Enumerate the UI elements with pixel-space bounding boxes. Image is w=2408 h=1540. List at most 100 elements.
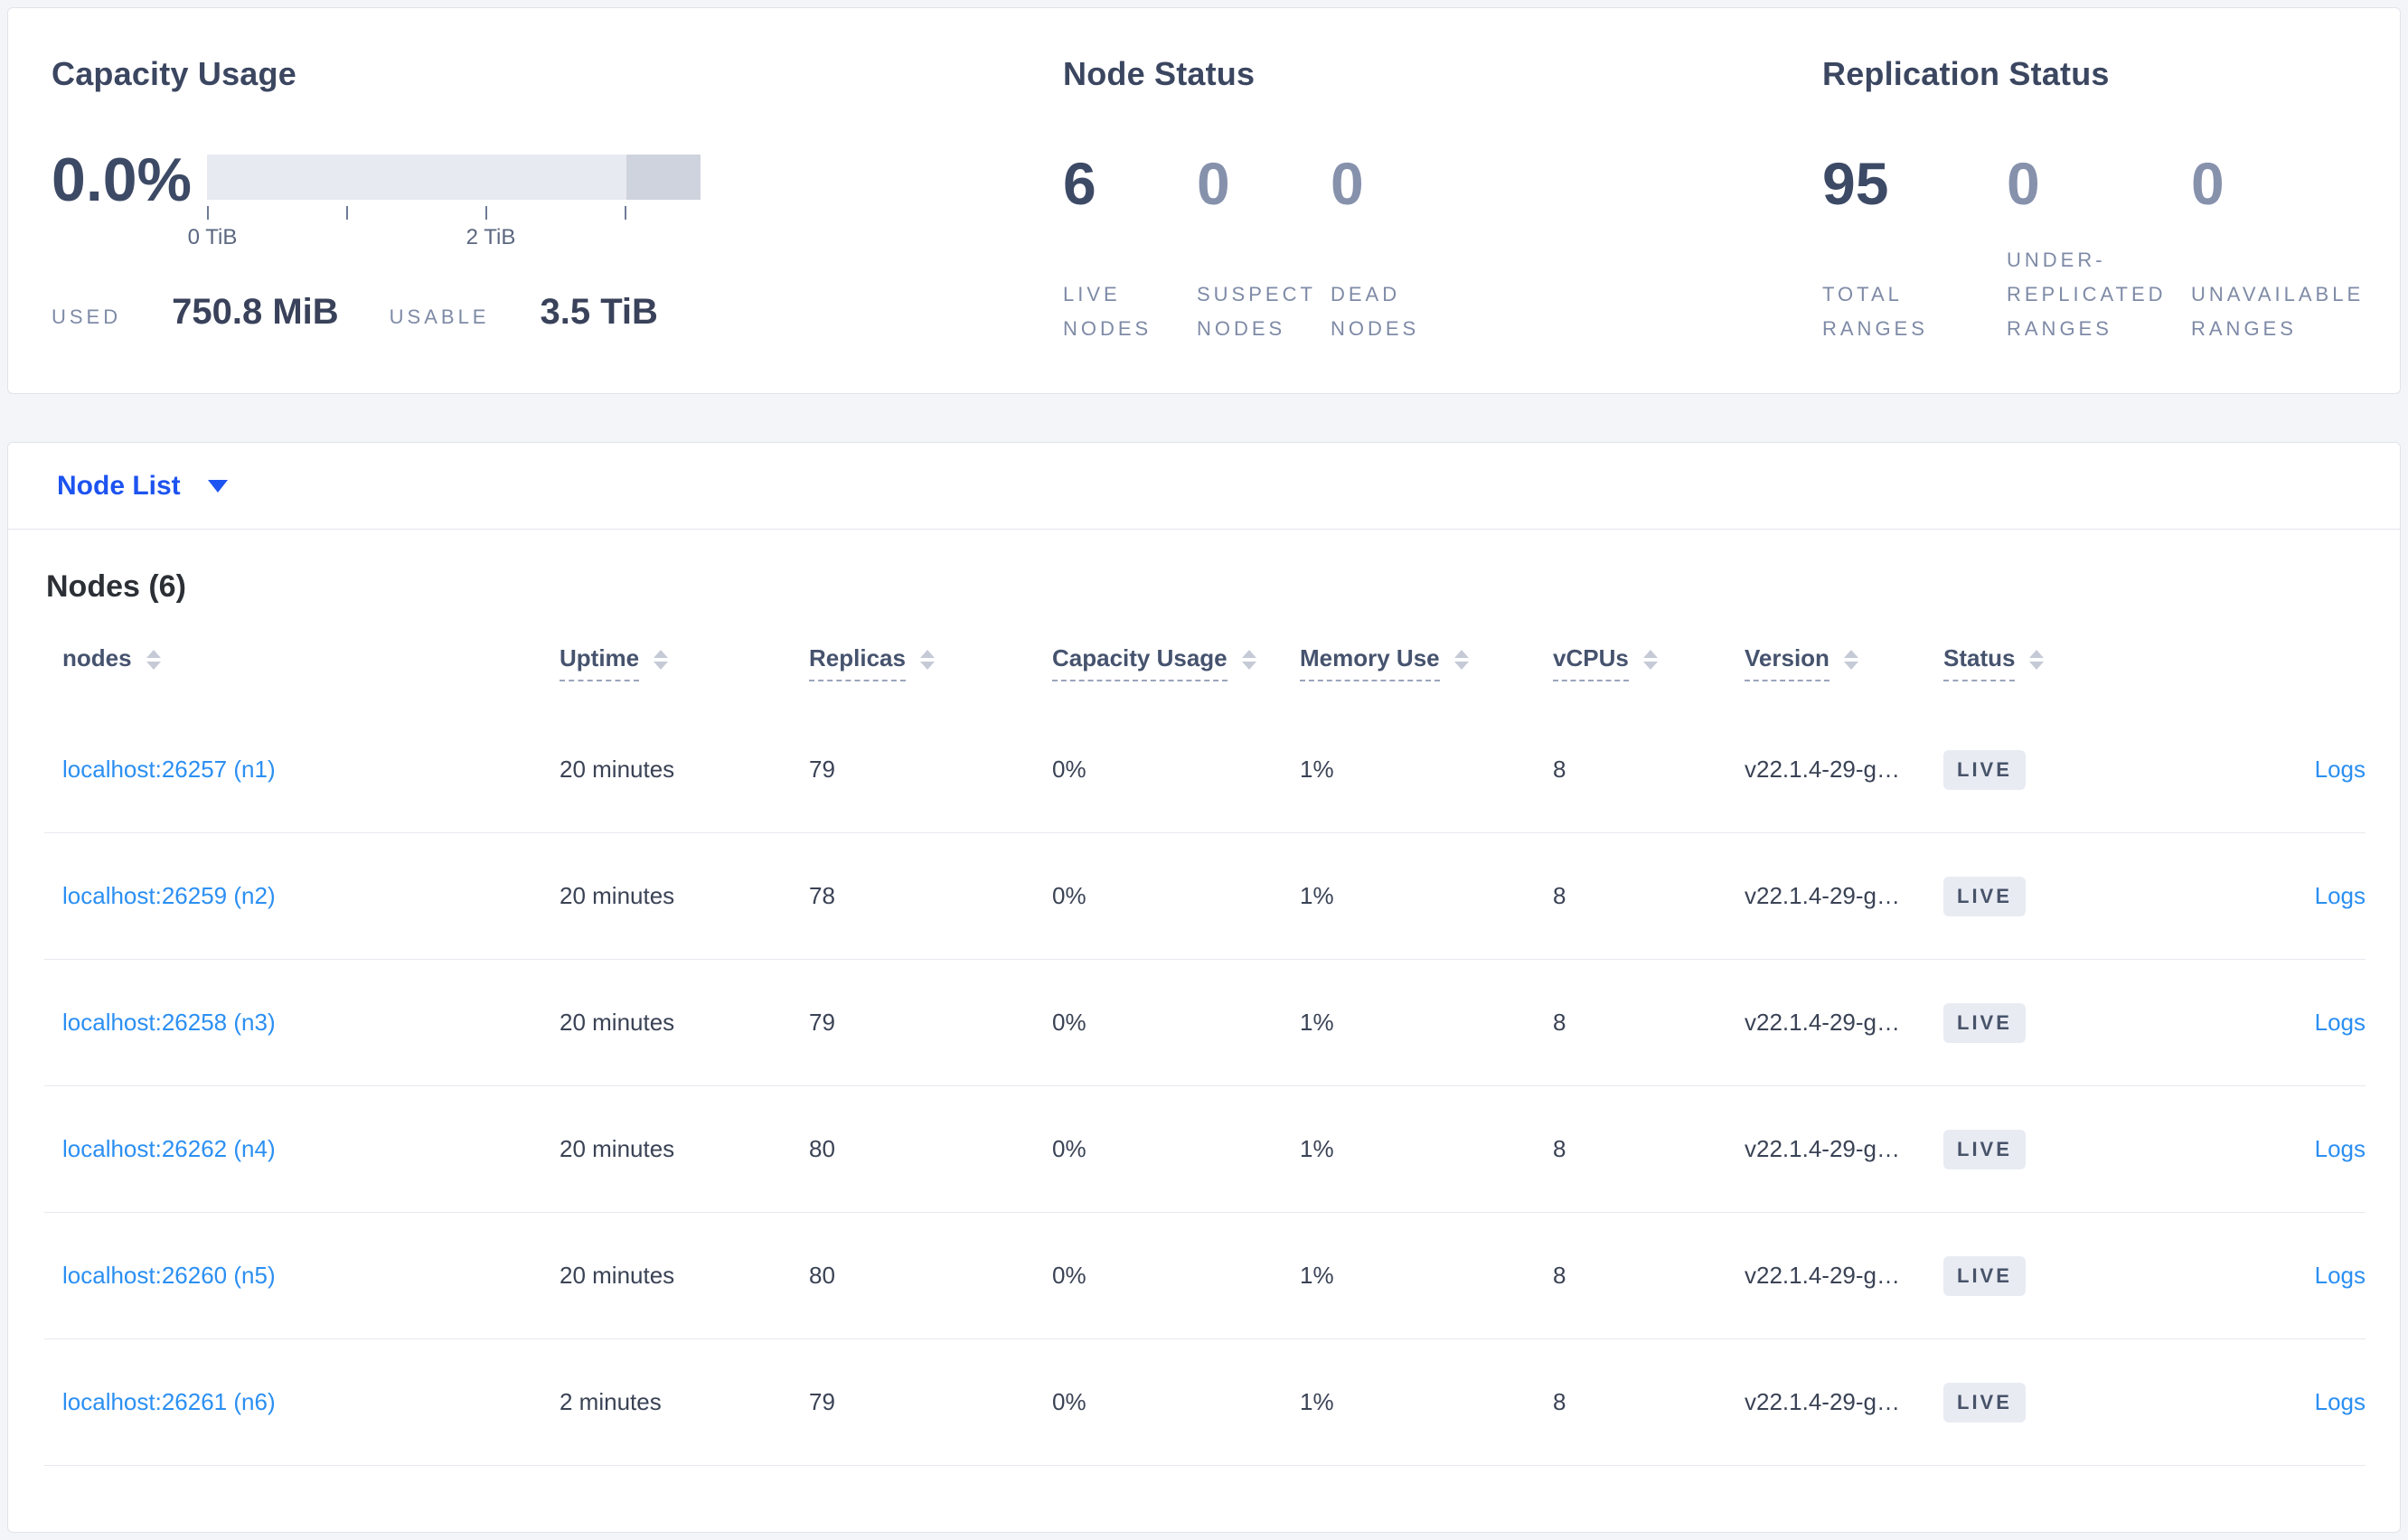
chevron-down-icon[interactable] <box>207 479 228 493</box>
node-status-section: Node Status 6 LIVE NODES 0 SUSPECT NODES… <box>1011 8 1771 393</box>
axis-tick <box>485 206 487 220</box>
capacity-stats: USED 750.8 MiB USABLE 3.5 TiB <box>52 292 1011 333</box>
cluster-summary-card: Capacity Usage 0.0% 0 TiB 2 TiB USED 750.… <box>7 7 2401 394</box>
total-ranges-label: TOTAL RANGES <box>1822 283 1928 340</box>
column-header-nodes[interactable]: nodes <box>44 644 560 680</box>
capacity-usage-cell: 0% <box>1052 1262 1086 1289</box>
live-nodes-label: LIVE NODES <box>1063 283 1152 340</box>
sort-down-icon <box>2029 662 2045 670</box>
version-cell: v22.1.4-29-g… <box>1745 1009 1900 1036</box>
sort-arrows-icon <box>1453 650 1469 670</box>
total-ranges-stat: 95 TOTAL RANGES <box>1822 151 2007 346</box>
column-header-uptime[interactable]: Uptime <box>560 644 809 681</box>
uptime-cell: 20 minutes <box>560 1009 675 1036</box>
node-cell: localhost:26258 (n3) <box>44 1009 560 1037</box>
node-link[interactable]: localhost:26259 (n2) <box>62 882 276 909</box>
column-header-label: nodes <box>62 644 132 671</box>
unavailable-ranges-value: 0 <box>2191 150 2225 217</box>
sort-down-icon <box>1642 662 1658 670</box>
logs-link[interactable]: Logs <box>2314 1135 2366 1162</box>
axis-tick-label: 2 TiB <box>466 225 516 249</box>
table-row: localhost:26261 (n6) 2 minutes 79 0% 1% 8 v22.… <box>44 1339 2366 1466</box>
logs-cell: Logs <box>2188 1388 2366 1416</box>
status-badge: LIVE <box>1943 1382 2026 1423</box>
vcpus-cell: 8 <box>1553 1388 1566 1415</box>
suspect-nodes-value: 0 <box>1197 150 1230 217</box>
node-list-card: Node List Nodes (6) nodes Uptime Replicas C… <box>7 442 2401 1533</box>
status-cell: LIVE <box>1943 1129 2188 1169</box>
replicas-cell: 80 <box>809 1262 835 1289</box>
logs-link[interactable]: Logs <box>2314 882 2366 909</box>
sort-up-icon <box>1843 650 1858 658</box>
logs-link[interactable]: Logs <box>2314 1388 2366 1415</box>
version-cell: v22.1.4-29-g… <box>1745 1262 1900 1289</box>
status-cell: LIVE <box>1943 876 2188 916</box>
logs-cell: Logs <box>2188 1009 2366 1037</box>
column-header-memory-use[interactable]: Memory Use <box>1300 644 1553 681</box>
uptime-cell: 20 minutes <box>560 882 675 909</box>
capacity-usage-cell: 0% <box>1052 1388 1086 1415</box>
under-replicated-ranges-label: UNDER-REPLICATED RANGES <box>2007 249 2167 340</box>
under-replicated-ranges-value: 0 <box>2007 150 2040 217</box>
sort-down-icon <box>146 662 161 670</box>
table-row: localhost:26258 (n3) 20 minutes 79 0% 1% 8 v22… <box>44 960 2366 1086</box>
table-row: localhost:26262 (n4) 20 minutes 80 0% 1% 8 v22… <box>44 1086 2366 1213</box>
column-header-label: Replicas <box>809 644 906 681</box>
column-header-label: Version <box>1745 644 1830 681</box>
version-cell: v22.1.4-29-g… <box>1745 882 1900 909</box>
sort-up-icon <box>1241 650 1256 658</box>
sort-up-icon <box>146 650 161 658</box>
status-cell: LIVE <box>1943 749 2188 790</box>
node-link[interactable]: localhost:26258 (n3) <box>62 1009 276 1036</box>
usable-value: 3.5 TiB <box>540 292 658 332</box>
column-header-status[interactable]: Status <box>1943 644 2188 681</box>
logs-link[interactable]: Logs <box>2314 1262 2366 1289</box>
node-link[interactable]: localhost:26257 (n1) <box>62 756 276 783</box>
node-cell: localhost:26261 (n6) <box>44 1388 560 1416</box>
column-header-replicas[interactable]: Replicas <box>809 644 1052 681</box>
sort-arrows-icon <box>654 650 669 670</box>
status-cell: LIVE <box>1943 1255 2188 1296</box>
table-row: localhost:26257 (n1) 20 minutes 79 0% 1% 8 v22… <box>44 707 2366 833</box>
capacity-usage-cell: 0% <box>1052 756 1086 783</box>
axis-tick <box>625 206 626 220</box>
table-row: localhost:26259 (n2) 20 minutes 78 0% 1% 8 v22… <box>44 833 2366 960</box>
column-header-capacity-usage[interactable]: Capacity Usage <box>1052 644 1300 681</box>
view-selector-bar: Node List <box>8 443 2400 530</box>
column-header-label: Capacity Usage <box>1052 644 1228 681</box>
sort-arrows-icon <box>1642 650 1658 670</box>
total-ranges-value: 95 <box>1822 150 1889 217</box>
dead-nodes-label: DEAD NODES <box>1331 283 1420 340</box>
vcpus-cell: 8 <box>1553 1135 1566 1162</box>
logs-link[interactable]: Logs <box>2314 756 2366 783</box>
memory-use-cell: 1% <box>1300 882 1334 909</box>
sort-up-icon <box>1453 650 1469 658</box>
live-nodes-value: 6 <box>1063 150 1096 217</box>
capacity-usage-section: Capacity Usage 0.0% 0 TiB 2 TiB USED 750.… <box>8 8 1011 393</box>
node-link[interactable]: localhost:26262 (n4) <box>62 1135 276 1162</box>
node-list-dropdown[interactable]: Node List <box>57 470 181 501</box>
capacity-usage-cell: 0% <box>1052 1135 1086 1162</box>
nodes-table-header: nodes Uptime Replicas Capacity Usage Memory … <box>44 644 2366 707</box>
column-header-version[interactable]: Version <box>1745 644 1943 681</box>
capacity-bar-axis: 0 TiB 2 TiB <box>188 200 701 254</box>
replication-status-section: Replication Status 95 TOTAL RANGES 0 UND… <box>1771 8 2400 393</box>
logs-link[interactable]: Logs <box>2314 1009 2366 1036</box>
column-header-vcpus[interactable]: vCPUs <box>1553 644 1745 681</box>
suspect-nodes-label: SUSPECT NODES <box>1197 283 1316 340</box>
capacity-bar: 0 TiB 2 TiB <box>188 155 701 254</box>
dead-nodes-stat: 0 DEAD NODES <box>1331 151 1464 346</box>
vcpus-cell: 8 <box>1553 882 1566 909</box>
logs-cell: Logs <box>2188 1262 2366 1290</box>
memory-use-cell: 1% <box>1300 756 1334 783</box>
node-link[interactable]: localhost:26261 (n6) <box>62 1388 276 1415</box>
sort-up-icon <box>654 650 669 658</box>
column-header-label: Uptime <box>560 644 640 681</box>
axis-tick <box>207 206 209 220</box>
status-badge: LIVE <box>1943 1129 2026 1169</box>
sort-down-icon <box>1843 662 1858 670</box>
status-cell: LIVE <box>1943 1002 2188 1043</box>
sort-up-icon <box>919 650 935 658</box>
node-link[interactable]: localhost:26260 (n5) <box>62 1262 276 1289</box>
